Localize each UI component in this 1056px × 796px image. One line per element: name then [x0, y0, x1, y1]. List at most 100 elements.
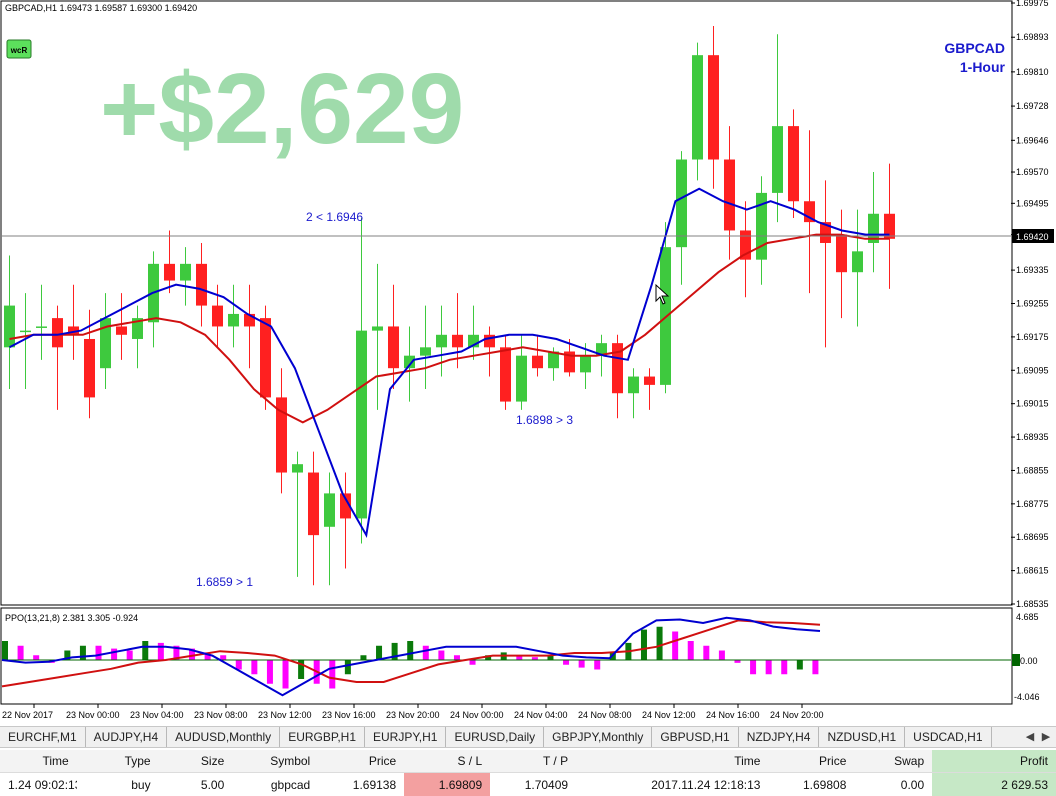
ppo-histogram-bar [235, 660, 242, 670]
candle-body [324, 493, 335, 527]
tab-chart-8[interactable]: NZDJPY,H4 [739, 727, 820, 747]
tab-chart-7[interactable]: GBPUSD,H1 [652, 727, 739, 747]
header-size[interactable]: Size [158, 750, 233, 773]
ppo-histogram-bar [453, 655, 460, 660]
ppo-histogram-bar [672, 631, 679, 660]
candle [756, 176, 767, 285]
price-axis-label: 1.69255 [1016, 299, 1049, 309]
annotation-mid: 1.6898 > 3 [516, 413, 573, 427]
tab-chart-4[interactable]: EURJPY,H1 [365, 727, 447, 747]
header-close-price[interactable]: Price [768, 750, 855, 773]
ppo-histogram-bar [344, 660, 351, 675]
tab-chart-0[interactable]: EURCHF,M1 [0, 727, 86, 747]
indicator-label: PPO(13,21,8) 2.381 3.305 -0.924 [5, 613, 138, 623]
cell-swap: 0.00 [900, 777, 925, 792]
candle [180, 247, 191, 306]
candle [676, 151, 687, 285]
price-axis-label: 1.69728 [1016, 101, 1049, 111]
header-sl[interactable]: S / L [404, 750, 491, 773]
wcr-logo-text: wcR [10, 46, 28, 55]
header-price[interactable]: Price [318, 750, 405, 773]
tab-chart-6[interactable]: GBPJPY,Monthly [544, 727, 653, 747]
candle-body [228, 313, 239, 327]
candle-body [436, 334, 447, 348]
candle-body [740, 230, 751, 260]
mouse-cursor-icon [655, 283, 670, 305]
candle [372, 263, 383, 410]
cell-symbol: gbpcad [270, 777, 311, 792]
ppo-histogram-bar [656, 626, 663, 660]
header-close-time[interactable]: Time [576, 750, 769, 773]
time-axis-label: 24 Nov 12:00 [642, 710, 696, 720]
tab-scroll-right-icon[interactable]: ▶ [1038, 727, 1054, 747]
ppo-histogram-bar [422, 645, 429, 660]
ppo-histogram-bar [407, 641, 414, 660]
annotation-high: 2 < 1.6946 [306, 210, 363, 224]
candle-body [516, 355, 527, 402]
indicator-zero-badge [1012, 654, 1020, 666]
tab-chart-1[interactable]: AUDJPY,H4 [86, 727, 168, 747]
header-symbol[interactable]: Symbol [232, 750, 319, 773]
chart-tabs-bar: EURCHF,M1 AUDJPY,H4 AUDUSD,Monthly EURGBP,H… [0, 726, 1056, 748]
header-time[interactable]: Time [0, 750, 77, 773]
candle-body [388, 326, 399, 369]
time-axis-label: 23 Nov 04:00 [130, 710, 184, 720]
ppo-histogram-bar [126, 650, 133, 660]
cell-sl: 1.69809 [404, 772, 491, 796]
candle-body [372, 326, 383, 331]
candle [804, 130, 815, 294]
price-axis-label: 1.69095 [1016, 365, 1049, 375]
candle-body [356, 330, 367, 519]
candle [100, 293, 111, 390]
header-tp[interactable]: T / P [490, 750, 577, 773]
candle-body [500, 347, 511, 402]
candle-body [564, 351, 575, 373]
candle-body [292, 464, 303, 473]
candle-body [68, 326, 79, 335]
current-price-badge [1012, 229, 1054, 243]
tab-chart-9[interactable]: NZDUSD,H1 [819, 727, 906, 747]
indicator-axis-top: 4.685 [1016, 612, 1039, 622]
candle [436, 305, 447, 377]
tab-chart-2[interactable]: AUDUSD,Monthly [167, 727, 281, 747]
candle-body [868, 213, 879, 243]
candle-body [116, 326, 127, 335]
ppo-histogram-bar [796, 660, 803, 670]
tab-chart-3[interactable]: EURGBP,H1 [280, 727, 365, 747]
candle [340, 472, 351, 569]
candle [52, 305, 63, 410]
tab-chart-5[interactable]: EURUSD,Daily [446, 727, 545, 747]
header-profit[interactable]: Profit [932, 750, 1056, 773]
candle-body [132, 318, 143, 339]
candle-body [36, 326, 47, 328]
candle [500, 334, 511, 410]
candle [484, 326, 495, 377]
tab-chart-10[interactable]: USDCAD,H1 [905, 727, 992, 747]
tab-scroll-left-icon[interactable]: ◀ [1022, 727, 1038, 747]
time-axis-label: 24 Nov 16:00 [706, 710, 760, 720]
ppo-histogram-bar [251, 660, 258, 675]
candle-body [84, 338, 95, 398]
candle-body [852, 251, 863, 273]
price-axis-label: 1.68695 [1016, 532, 1049, 542]
candle [68, 284, 79, 360]
table-row[interactable]: 1.24 09:02:13 buy 5.00 gbpcad 1.69138 1.… [0, 772, 1056, 796]
candle-body [52, 318, 63, 348]
candle [820, 180, 831, 348]
candle-body [628, 376, 639, 394]
cell-time: 1.24 09:02:13 [8, 777, 77, 792]
ppo-histogram-bar [64, 650, 71, 660]
candle [244, 284, 255, 369]
candle [724, 126, 735, 260]
ppo-histogram-bar [282, 660, 289, 689]
candle-body [468, 334, 479, 348]
header-type[interactable]: Type [76, 750, 159, 773]
chart-area[interactable]: GBPCAD,H1 1.69473 1.69587 1.69300 1.6942… [0, 0, 1056, 726]
ppo-histogram-bar [578, 660, 585, 668]
header-swap[interactable]: Swap [854, 750, 933, 773]
ppo-signal-line [1, 619, 821, 688]
cell-close-time: 2017.11.24 12:18:13 [651, 777, 761, 792]
candle [420, 305, 431, 390]
cell-profit: 2 629.53 [932, 772, 1056, 796]
candle [116, 293, 127, 360]
